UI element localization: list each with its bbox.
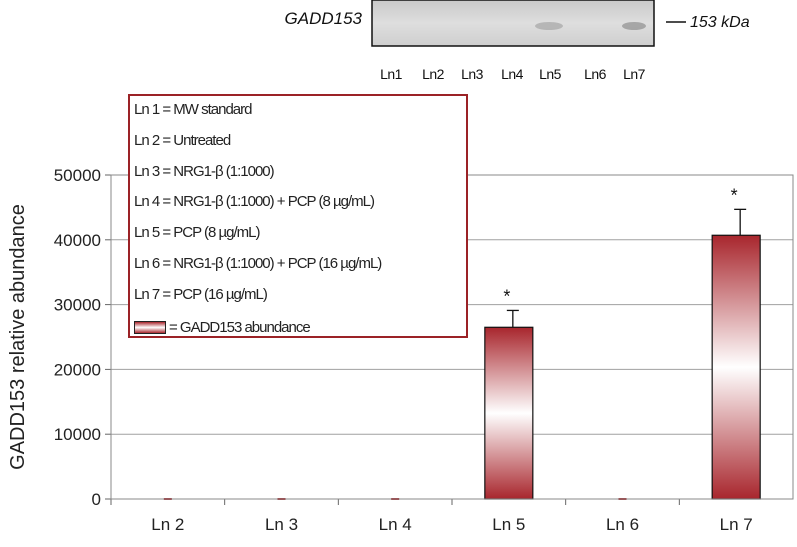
blot-lane-label: Ln1 bbox=[380, 66, 403, 82]
y-axis-label: GADD153 relative abundance bbox=[7, 204, 29, 470]
blot-lane-label: Ln4 bbox=[501, 66, 524, 82]
blot-marker-label: 153 kDa bbox=[690, 14, 750, 31]
legend-entry-ln2: Ln 2 = Untreated bbox=[134, 131, 231, 149]
significance-marker: * bbox=[503, 286, 510, 306]
legend-swatch bbox=[134, 321, 166, 335]
legend: Ln 1 = MW standard Ln 2 = Untreated Ln 3… bbox=[128, 94, 468, 338]
legend-entry-ln4: Ln 4 = NRG1-β (1:1000) + PCP (8 µg/mL) bbox=[134, 193, 375, 211]
blot-lane-labels: Ln1 Ln2 Ln3 Ln4 Ln5 Ln6 Ln7 bbox=[380, 66, 646, 82]
y-tick-label: 50000 bbox=[54, 166, 101, 185]
y-tick-label: 30000 bbox=[54, 296, 101, 315]
significance-marker: * bbox=[731, 185, 738, 205]
legend-entry-ln7: Ln 7 = PCP (16 µg/mL) bbox=[134, 285, 268, 303]
blot-lane-label: Ln7 bbox=[623, 66, 646, 82]
y-tick-labels: 0 10000 20000 30000 40000 50000 bbox=[54, 166, 111, 509]
blot-protein-label: GADD153 bbox=[285, 9, 363, 28]
x-tick-label: Ln 4 bbox=[379, 515, 412, 534]
legend-entry-ln5: Ln 5 = PCP (8 µg/mL) bbox=[134, 224, 261, 242]
blot-lane-label: Ln6 bbox=[584, 66, 607, 82]
x-tick-labels: Ln 2 Ln 3 Ln 4 Ln 5 Ln 6 Ln 7 bbox=[110, 499, 753, 534]
y-tick-label: 20000 bbox=[54, 360, 101, 379]
x-tick-label: Ln 5 bbox=[492, 515, 525, 534]
bar bbox=[711, 234, 761, 500]
y-tick-label: 0 bbox=[92, 490, 101, 509]
y-tick-label: 10000 bbox=[54, 425, 101, 444]
y-tick-label: 40000 bbox=[54, 231, 101, 250]
bars: ** bbox=[163, 185, 761, 500]
legend-entry-ln3: Ln 3 = NRG1-β (1:1000) bbox=[134, 162, 275, 180]
blot-lane-label: Ln2 bbox=[422, 66, 445, 82]
bar bbox=[484, 326, 534, 500]
x-tick-label: Ln 6 bbox=[606, 515, 639, 534]
x-tick-label: Ln 2 bbox=[151, 515, 184, 534]
blot-lane-label: Ln3 bbox=[461, 66, 484, 82]
blot-image bbox=[371, 0, 655, 47]
blot-lane-label: Ln5 bbox=[539, 66, 562, 82]
legend-entry-ln1: Ln 1 = MW standard bbox=[134, 101, 252, 118]
x-tick-label: Ln 7 bbox=[720, 515, 753, 534]
x-tick-label: Ln 3 bbox=[265, 515, 298, 534]
legend-entry-ln6: Ln 6 = NRG1-β (1:1000) + PCP (16 µg/mL) bbox=[134, 254, 382, 272]
legend-swatch-label: = GADD153 abundance bbox=[169, 319, 311, 337]
legend-swatch-entry: = GADD153 abundance bbox=[134, 318, 466, 338]
